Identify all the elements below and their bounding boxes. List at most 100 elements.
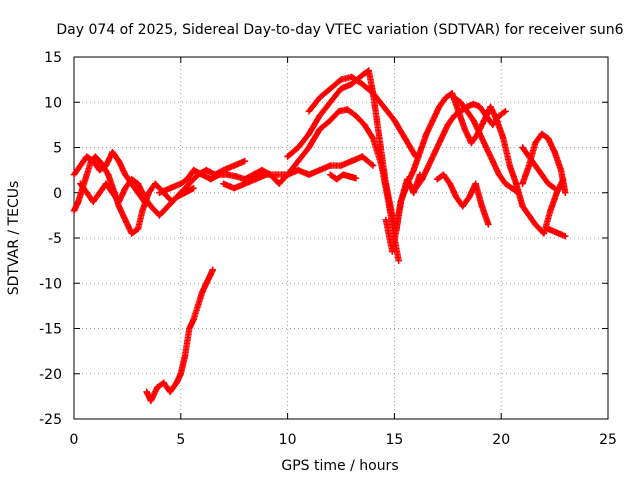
data-point (352, 175, 360, 182)
data-point (316, 112, 323, 120)
data-point (241, 180, 249, 187)
data-point (551, 185, 558, 192)
data-point (438, 135, 445, 142)
data-point (361, 121, 368, 129)
data-point (433, 175, 441, 183)
data-point (115, 198, 123, 205)
data-point (177, 180, 184, 187)
chart-title: Day 074 of 2025, Sidereal Day-to-day VTE… (56, 22, 623, 38)
data-point (231, 162, 238, 169)
data-point (233, 173, 240, 180)
y-tick-label: 15 (44, 50, 62, 66)
data-points (143, 266, 216, 405)
data-point (369, 90, 377, 97)
data-point (391, 117, 398, 124)
data-point (506, 162, 513, 169)
data-point (160, 379, 167, 386)
data-point (305, 130, 313, 138)
data-point (327, 162, 334, 169)
data-point (250, 171, 257, 178)
data-point (327, 99, 334, 106)
y-axis-title: SDTVAR / TECUs (6, 181, 22, 296)
data-point (83, 153, 91, 160)
series-track-14 (519, 144, 558, 192)
data-point (190, 166, 197, 174)
data-point (544, 135, 552, 142)
data-point (472, 180, 479, 187)
data-point (70, 171, 78, 178)
data-point (515, 189, 522, 196)
data-point (252, 175, 259, 183)
series-track-5 (220, 153, 377, 192)
data-point (70, 207, 78, 215)
data-point (389, 248, 396, 255)
data-point (519, 203, 526, 210)
data-point (416, 148, 424, 156)
data-point (194, 302, 202, 310)
data-point (457, 108, 464, 115)
data-point (476, 103, 484, 110)
data-point (128, 230, 135, 237)
data-point (92, 153, 99, 160)
data-point (468, 139, 475, 147)
data-point (557, 166, 565, 174)
data-point (418, 175, 426, 183)
data-point (538, 130, 545, 138)
data-point (538, 171, 545, 178)
data-point (333, 175, 340, 183)
data-point (446, 180, 454, 187)
data-point (429, 117, 437, 124)
data-point (425, 162, 432, 169)
x-axis-title: GPS time / hours (281, 458, 398, 474)
y-tick-label: 10 (44, 95, 62, 111)
data-point (203, 280, 210, 287)
x-tick-label: 10 (279, 432, 297, 448)
data-point (444, 121, 451, 129)
data-point (485, 221, 492, 228)
data-point (382, 180, 390, 187)
data-point (369, 135, 377, 142)
data-point (337, 85, 345, 92)
series-track-13 (519, 130, 569, 196)
data-point (77, 180, 84, 187)
data-point (295, 166, 302, 174)
data-point (305, 108, 313, 115)
data-point (459, 203, 466, 210)
data-point (404, 180, 411, 187)
data-point (83, 189, 91, 196)
x-tick-label: 25 (599, 432, 617, 448)
series-track-8 (327, 171, 360, 183)
data-point (346, 173, 353, 180)
data-point (258, 166, 266, 174)
data-marks (70, 67, 569, 405)
data-point (224, 171, 231, 178)
data-point (216, 171, 223, 178)
data-point (502, 180, 509, 187)
series-track-11 (433, 171, 492, 228)
data-point (344, 106, 351, 113)
data-point (102, 180, 110, 187)
data-point (186, 325, 193, 332)
data-point (181, 352, 189, 359)
data-point (122, 185, 129, 192)
data-point (562, 189, 569, 196)
data-point (209, 266, 217, 273)
data-point (77, 162, 84, 169)
data-point (495, 112, 503, 120)
x-tick-label: 20 (492, 432, 510, 448)
data-point (263, 171, 270, 178)
y-tick-label: -5 (48, 231, 62, 247)
data-point (147, 203, 155, 210)
data-point (305, 144, 313, 151)
data-point (440, 171, 447, 178)
data-point (519, 144, 526, 151)
data-point (397, 198, 405, 205)
data-point (395, 257, 402, 264)
data-point (327, 117, 334, 124)
data-point (190, 185, 197, 192)
data-point (532, 139, 539, 147)
data-point (207, 271, 214, 278)
x-tick-label: 15 (385, 432, 403, 448)
series-track-16 (143, 266, 217, 405)
data-point (495, 171, 503, 178)
